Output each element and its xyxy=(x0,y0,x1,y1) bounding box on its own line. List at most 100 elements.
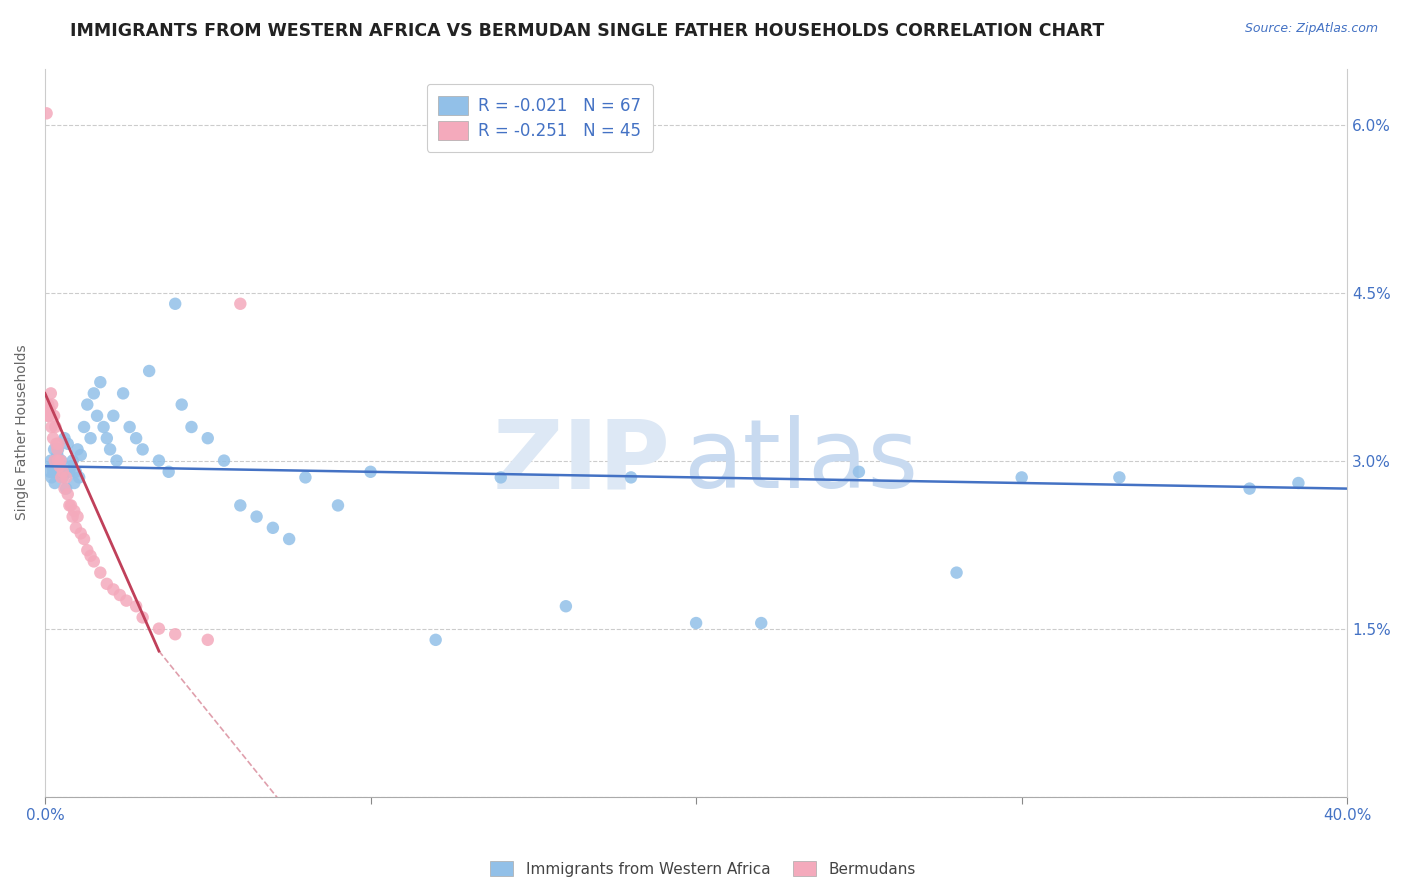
Point xyxy=(41,459,63,474)
Point xyxy=(73,532,96,546)
Point xyxy=(278,532,301,546)
Point xyxy=(245,509,267,524)
Point xyxy=(51,453,73,467)
Point xyxy=(96,577,118,591)
Point xyxy=(44,420,66,434)
Point xyxy=(229,499,252,513)
Point xyxy=(108,588,131,602)
Point xyxy=(45,437,67,451)
Point xyxy=(170,398,193,412)
Point xyxy=(46,442,69,457)
Point xyxy=(65,465,87,479)
Point xyxy=(51,470,73,484)
Y-axis label: Single Father Households: Single Father Households xyxy=(15,345,30,520)
Point xyxy=(76,398,98,412)
Point xyxy=(89,375,111,389)
Point xyxy=(67,470,90,484)
Point xyxy=(294,470,316,484)
Point xyxy=(39,386,62,401)
Point xyxy=(60,459,83,474)
Point xyxy=(83,386,105,401)
Legend: R = -0.021   N = 67, R = -0.251   N = 45: R = -0.021 N = 67, R = -0.251 N = 45 xyxy=(426,84,652,152)
Point xyxy=(58,465,80,479)
Point xyxy=(180,420,202,434)
Point xyxy=(48,465,70,479)
Point xyxy=(103,409,125,423)
Point xyxy=(65,521,87,535)
Point xyxy=(56,487,79,501)
Point xyxy=(105,453,128,467)
Point xyxy=(229,297,252,311)
Point xyxy=(52,470,75,484)
Point xyxy=(66,442,89,457)
Point xyxy=(38,465,60,479)
Point xyxy=(79,549,101,563)
Point xyxy=(1108,470,1130,484)
Point xyxy=(96,431,118,445)
Point xyxy=(1011,470,1033,484)
Point xyxy=(945,566,967,580)
Point xyxy=(37,409,59,423)
Point xyxy=(103,582,125,597)
Point xyxy=(44,453,66,467)
Point xyxy=(55,482,77,496)
Point xyxy=(425,632,447,647)
Point xyxy=(86,409,108,423)
Point xyxy=(35,106,58,120)
Point xyxy=(44,453,66,467)
Point xyxy=(48,437,70,451)
Point xyxy=(1239,482,1261,496)
Point xyxy=(131,442,153,457)
Point xyxy=(69,448,91,462)
Point xyxy=(138,364,160,378)
Point xyxy=(212,453,235,467)
Point xyxy=(165,627,187,641)
Point xyxy=(49,453,72,467)
Point xyxy=(125,431,148,445)
Point xyxy=(63,504,86,518)
Point xyxy=(44,475,66,490)
Point xyxy=(197,431,219,445)
Point xyxy=(46,448,69,462)
Point xyxy=(197,632,219,647)
Point xyxy=(360,465,382,479)
Point xyxy=(118,420,141,434)
Point xyxy=(131,610,153,624)
Point xyxy=(262,521,284,535)
Point xyxy=(62,509,84,524)
Point xyxy=(41,470,63,484)
Point xyxy=(53,431,76,445)
Point xyxy=(76,543,98,558)
Point xyxy=(148,622,170,636)
Point xyxy=(48,459,70,474)
Point xyxy=(83,554,105,568)
Point xyxy=(37,398,59,412)
Point xyxy=(46,453,69,467)
Point xyxy=(685,615,707,630)
Point xyxy=(56,437,79,451)
Point xyxy=(157,465,180,479)
Point xyxy=(60,499,83,513)
Point xyxy=(125,599,148,614)
Point xyxy=(89,566,111,580)
Legend: Immigrants from Western Africa, Bermudans: Immigrants from Western Africa, Bermudan… xyxy=(482,853,924,884)
Point xyxy=(42,442,65,457)
Point xyxy=(1286,475,1309,490)
Point xyxy=(93,420,115,434)
Point xyxy=(112,386,135,401)
Point xyxy=(79,431,101,445)
Point xyxy=(115,593,138,607)
Point xyxy=(46,442,69,457)
Point xyxy=(848,465,870,479)
Point xyxy=(58,499,80,513)
Point xyxy=(53,482,76,496)
Point xyxy=(73,420,96,434)
Point xyxy=(55,470,77,484)
Point xyxy=(38,409,60,423)
Point xyxy=(620,470,643,484)
Point xyxy=(69,526,91,541)
Point xyxy=(66,509,89,524)
Point xyxy=(148,453,170,467)
Point xyxy=(52,465,75,479)
Text: atlas: atlas xyxy=(683,415,918,508)
